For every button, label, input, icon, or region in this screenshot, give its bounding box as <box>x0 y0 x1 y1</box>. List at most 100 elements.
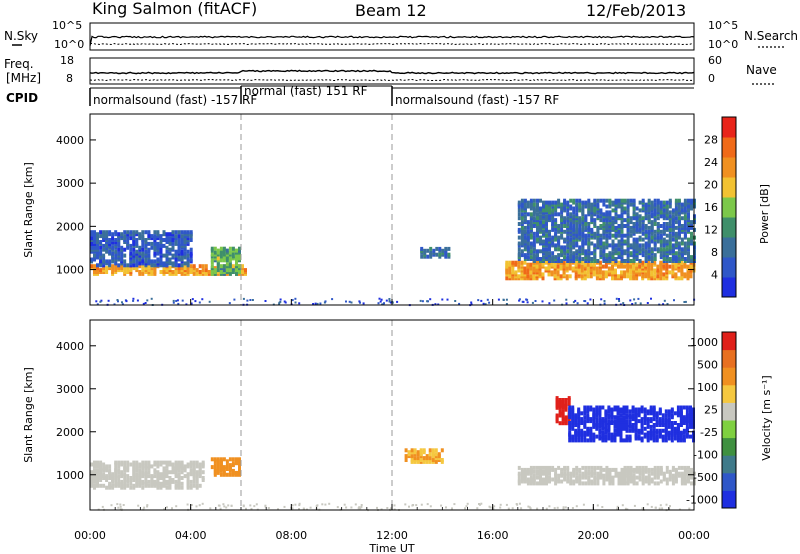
heatmap-cell-393 <box>147 247 151 252</box>
heatmap-cell-593 <box>587 475 591 480</box>
heatmap-cell-1898 <box>635 222 639 226</box>
heatmap-cell-417 <box>416 456 420 461</box>
heatmap-cell-838 <box>574 260 578 265</box>
heatmap-cell-299 <box>123 247 127 252</box>
heatmap-cell-719 <box>647 473 651 478</box>
heatmap-cell-1019 <box>662 264 666 269</box>
heatmap-cell-577 <box>213 246 217 251</box>
heatmap-cell-2300 <box>358 300 361 303</box>
heatmap-cell-1006 <box>656 268 660 273</box>
heatmap-cell-1388 <box>563 237 567 242</box>
heatmap-cell-1126 <box>637 411 641 416</box>
heatmap-cell-961 <box>595 421 599 425</box>
heatmap-cell-213 <box>102 259 106 264</box>
heatmap-cell-1480 <box>480 502 483 505</box>
heatmap-cell-2391 <box>175 300 178 302</box>
heatmap-cell-1088 <box>628 434 632 439</box>
heatmap-cell-1059 <box>686 272 690 277</box>
heatmap-cell-584 <box>584 481 588 486</box>
heatmap-cell-2374 <box>426 300 429 303</box>
heatmap-cell-2073 <box>662 222 666 226</box>
heatmap-cell-863 <box>586 266 590 271</box>
heatmap-cell-1027 <box>610 407 614 412</box>
heatmap-cell-1783 <box>617 204 621 209</box>
heatmap-cell-1466 <box>359 507 362 510</box>
colorbar-tick-5: -100 <box>693 449 718 462</box>
heatmap-cell-1814 <box>623 239 627 244</box>
heatmap-cell-1976 <box>647 214 651 219</box>
heatmap-cell-1303 <box>685 405 689 410</box>
heatmap-cell-1361 <box>557 198 561 203</box>
colorbar-frame <box>721 331 737 509</box>
heatmap-cell-1787 <box>620 257 624 261</box>
heatmap-cell-1067 <box>689 264 693 269</box>
heatmap-cell-2377 <box>662 303 665 306</box>
heatmap-cell-71 <box>159 270 163 274</box>
xtick-label-1: 04:00 <box>175 529 207 542</box>
heatmap-cell-1413 <box>562 508 565 511</box>
heatmap-cell-888 <box>577 438 581 443</box>
heatmap-cell-421 <box>419 458 423 462</box>
heatmap-cell-1151 <box>526 204 530 209</box>
heatmap-cell-1202 <box>536 237 539 242</box>
heatmap-cell-986 <box>601 430 605 435</box>
heatmap-cell-406 <box>153 263 157 268</box>
heatmap-cell-723 <box>517 274 521 279</box>
heatmap-cell-195 <box>153 479 157 484</box>
heatmap-cell-852 <box>580 260 584 265</box>
heatmap-cell-1190 <box>655 419 659 424</box>
heatmap-cell-761 <box>671 473 675 478</box>
heatmap-cell-1339 <box>658 507 661 510</box>
heatmap-cell-668 <box>626 479 630 484</box>
heatmap-cell-851 <box>580 264 584 269</box>
heatmap-cell-337 <box>201 460 205 465</box>
heatmap-cell-826 <box>568 264 572 269</box>
heatmap-cell-566 <box>210 252 214 257</box>
noise-sky-series <box>89 35 695 47</box>
heatmap-cell-1422 <box>277 508 279 511</box>
heatmap-cell-459 <box>165 253 169 258</box>
heatmap-cell-73 <box>114 481 118 486</box>
heatmap-cell-2372 <box>294 301 297 304</box>
heatmap-cell-2227 <box>683 208 687 213</box>
heatmap-cell-1815 <box>623 233 627 238</box>
heatmap-cell-2325 <box>185 303 188 306</box>
heatmap-cell-449 <box>434 448 438 453</box>
heatmap-cell-1089 <box>517 200 521 205</box>
heatmap-cell-1047 <box>680 276 684 281</box>
heatmap-cell-284 <box>183 474 187 479</box>
heatmap-cell-159 <box>241 264 244 269</box>
heatmap-cell-1242 <box>542 239 545 244</box>
heatmap-cell-1430 <box>505 503 508 506</box>
heatmap-cell-2426 <box>574 299 577 302</box>
heatmap-cell-1475 <box>198 504 201 507</box>
heatmap-cell-999 <box>604 421 608 425</box>
heatmap-cell-571 <box>213 268 217 273</box>
heatmap-cell-1043 <box>677 268 681 273</box>
heatmap-cell-528 <box>551 477 555 482</box>
heatmap-cell-494 <box>174 241 178 246</box>
colorbar-swatch-4 <box>722 197 736 218</box>
heatmap-cell-1472 <box>572 198 576 203</box>
heatmap-cell-1433 <box>569 237 573 242</box>
heatmap-cell-527 <box>548 465 551 470</box>
heatmap-cell-709 <box>511 276 515 281</box>
heatmap-cell-81 <box>168 266 172 271</box>
heatmap-cell-1743 <box>611 220 615 225</box>
heatmap-cell-1092 <box>628 419 632 424</box>
heatmap-cell-622 <box>602 473 606 478</box>
heatmap-cell-773 <box>541 276 545 281</box>
heatmap-cell-238 <box>108 259 112 264</box>
heatmap-cell-1487 <box>253 505 256 508</box>
heatmap-cell-548 <box>563 465 567 470</box>
heatmap-cell-956 <box>592 407 596 412</box>
heatmap-cell-1236 <box>542 255 545 260</box>
heatmap-cell-1816 <box>623 224 627 228</box>
heatmap-cell-1274 <box>545 214 548 219</box>
heatmap-cell-1166 <box>529 222 533 226</box>
heatmap-cell-880 <box>595 270 599 275</box>
heatmap-cell-1083 <box>517 222 521 226</box>
heatmap-cell-490 <box>174 257 178 262</box>
